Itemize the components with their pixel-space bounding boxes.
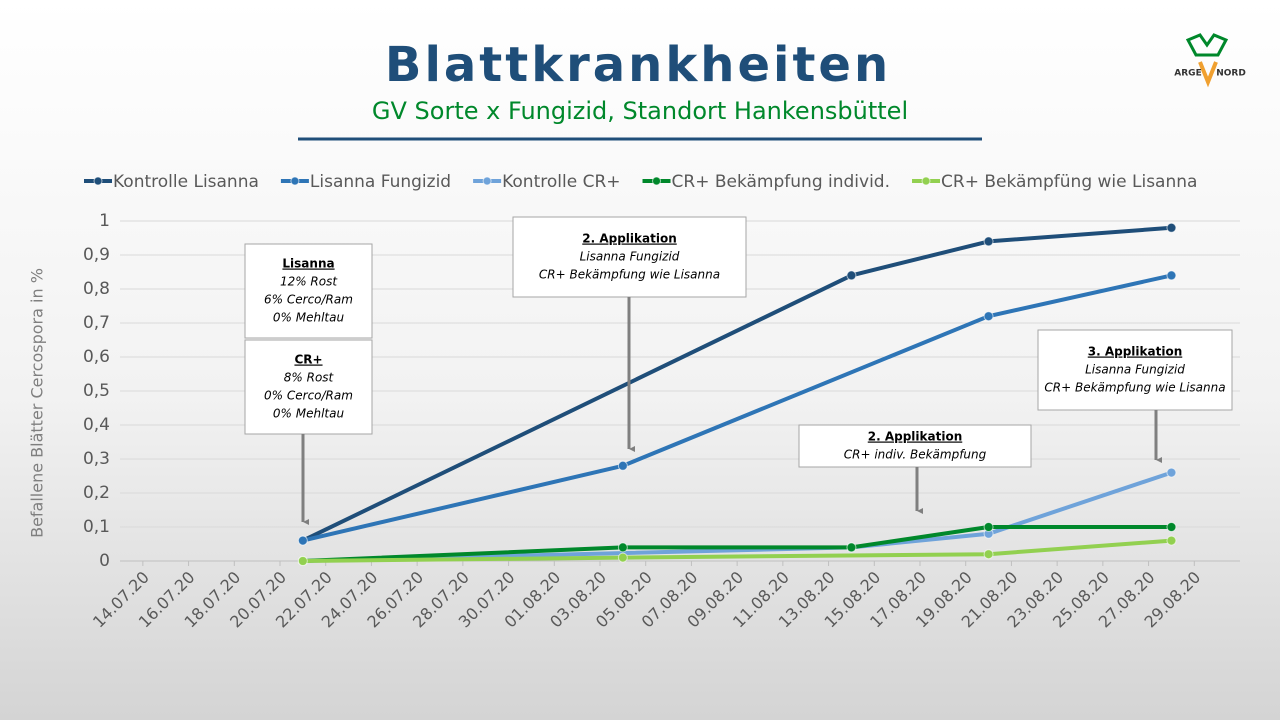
subtitle: GV Sorte x Fungizid, Standort Hankensbüt… bbox=[372, 97, 908, 125]
y-tick-label: 0 bbox=[99, 551, 110, 571]
title: Blattkrankheiten bbox=[385, 37, 891, 93]
legend-marker bbox=[652, 176, 662, 186]
annotation-line: 0% Mehltau bbox=[273, 407, 345, 421]
data-point bbox=[1166, 222, 1177, 233]
annotation-title: 2. Applikation bbox=[868, 430, 963, 444]
y-tick-label: 0,5 bbox=[83, 381, 110, 401]
legend-label: CR+ Bekämpfüng wie Lisanna bbox=[941, 172, 1197, 192]
data-point bbox=[1166, 467, 1177, 478]
annotation-box bbox=[244, 243, 373, 339]
legend-item: Lisanna Fungizid bbox=[280, 172, 451, 192]
legend-label: Kontrolle Lisanna bbox=[113, 172, 259, 192]
y-tick-label: 0,7 bbox=[83, 313, 110, 333]
annotation-title: CR+ bbox=[294, 353, 322, 367]
y-tick-label: 1 bbox=[99, 211, 110, 231]
data-point bbox=[846, 542, 857, 553]
data-point bbox=[846, 270, 857, 281]
annotation-title: 3. Applikation bbox=[1088, 345, 1183, 359]
series-line bbox=[302, 470, 1173, 563]
legend-item: CR+ Bekämpfung individ. bbox=[642, 172, 891, 192]
logo-leaves bbox=[1185, 33, 1229, 57]
annotation-line: CR+ indiv. Bekämpfung bbox=[844, 448, 987, 462]
annotation-title: 2. Applikation bbox=[582, 232, 677, 246]
y-tick-label: 0,4 bbox=[83, 415, 110, 435]
legend-item: CR+ Bekämpfüng wie Lisanna bbox=[912, 172, 1197, 192]
y-axis-label: Befallene Blätter Cercospora in % bbox=[28, 268, 47, 538]
data-point bbox=[617, 552, 628, 563]
series-line bbox=[302, 273, 1172, 543]
annotation-line: 0% Cerco/Ram bbox=[264, 389, 353, 403]
data-point bbox=[983, 522, 994, 532]
annotation-line: Lisanna Fungizid bbox=[580, 250, 680, 264]
logo-text: NORD bbox=[1216, 69, 1246, 79]
data-point bbox=[1166, 522, 1177, 532]
legend-label: Lisanna Fungizid bbox=[310, 172, 451, 192]
data-point bbox=[983, 311, 994, 322]
legend-marker bbox=[921, 176, 931, 186]
annotation-line: 0% Mehltau bbox=[273, 311, 345, 325]
series-line bbox=[301, 225, 1172, 543]
legend-item: Kontrolle Lisanna bbox=[84, 172, 259, 192]
annotation: 2. Applikation CR+ indiv. Bekämpfung bbox=[798, 424, 1032, 511]
y-tick-label: 0,3 bbox=[83, 449, 110, 469]
logo-root bbox=[1198, 61, 1218, 88]
annotation: Lisanna 12% Rost 6% Cerco/Ram 0% Mehltau bbox=[244, 243, 373, 339]
data-point bbox=[983, 236, 994, 247]
data-point bbox=[1166, 270, 1177, 281]
data-point bbox=[617, 542, 628, 553]
annotation-line: 8% Rost bbox=[284, 371, 335, 385]
annotation: 2. Applikation Lisanna Fungizid CR+ Bekämp… bbox=[512, 216, 747, 449]
data-point bbox=[297, 535, 308, 546]
data-point bbox=[983, 549, 994, 560]
legend-item: Kontrolle CR+ bbox=[473, 172, 621, 192]
logo: ARGE NORD bbox=[1174, 33, 1246, 88]
annotation-box bbox=[244, 339, 373, 435]
series-line bbox=[302, 538, 1172, 563]
legend-label: Kontrolle CR+ bbox=[502, 172, 620, 192]
annotation: CR+ 8% Rost 0% Cerco/Ram 0% Mehltau bbox=[244, 339, 373, 522]
legend-label: CR+ Bekämpfung individ. bbox=[672, 172, 891, 192]
y-tick-label: 0,2 bbox=[83, 483, 110, 503]
legend-marker bbox=[482, 176, 492, 186]
data-point bbox=[297, 556, 308, 566]
annotation-line: Lisanna Fungizid bbox=[1085, 363, 1185, 377]
data-point bbox=[617, 460, 628, 471]
legend-marker bbox=[290, 176, 300, 186]
annotation-line: CR+ Bekämpfung wie Lisanna bbox=[1044, 381, 1225, 395]
logo-text: ARGE bbox=[1174, 69, 1201, 79]
y-tick-label: 0,8 bbox=[83, 279, 110, 299]
y-tick-label: 0,9 bbox=[83, 245, 110, 265]
y-tick-label: 0,1 bbox=[83, 517, 110, 537]
annotation-line: CR+ Bekämpfung wie Lisanna bbox=[539, 268, 720, 282]
annotation-line: 12% Rost bbox=[280, 275, 338, 289]
data-point bbox=[1166, 535, 1177, 546]
y-tick-label: 0,6 bbox=[83, 347, 110, 367]
annotation: 3. Applikation Lisanna Fungizid CR+ Bekämp… bbox=[1037, 329, 1233, 460]
annotation-line: 6% Cerco/Ram bbox=[264, 293, 353, 307]
annotation-box bbox=[1037, 329, 1233, 411]
legend-marker bbox=[93, 176, 103, 186]
annotation-title: Lisanna bbox=[282, 257, 334, 271]
annotation-box bbox=[798, 424, 1032, 468]
